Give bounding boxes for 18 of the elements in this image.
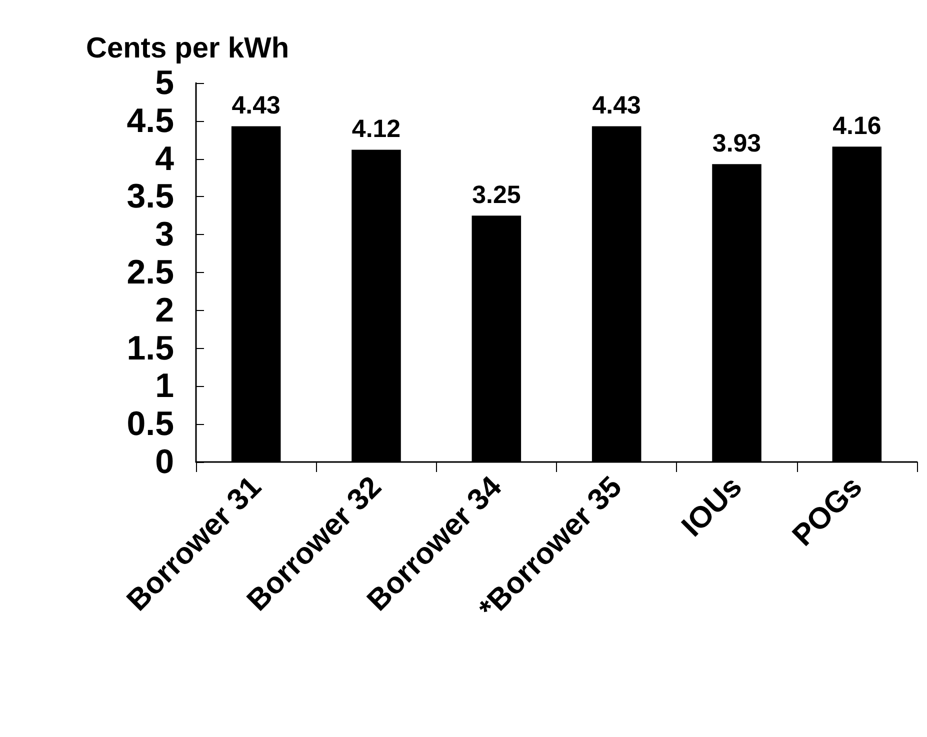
y-tick-label: 5 <box>155 64 174 102</box>
y-tick-label: 3 <box>155 216 174 254</box>
y-tick-label: 1.5 <box>126 329 174 368</box>
data-label: 3.25 <box>472 181 521 210</box>
y-tick-label: 3.5 <box>126 178 174 216</box>
data-label: 3.93 <box>712 130 762 158</box>
y-tick-label: 2.5 <box>126 254 174 292</box>
data-label: 4.16 <box>832 112 882 140</box>
y-tick-label: 4.5 <box>126 102 174 140</box>
data-label: 4.12 <box>352 115 401 144</box>
data-label: 4.43 <box>232 92 280 120</box>
y-tick-label: 2 <box>155 291 174 330</box>
y-tick-label: 0.5 <box>126 405 174 444</box>
y-tick-label: 1 <box>155 367 174 406</box>
y-tick-label: 0 <box>155 443 174 481</box>
y-axis-title: Cents per kWh <box>86 32 290 64</box>
y-tick-label: 4 <box>155 140 174 178</box>
data-label: 4.43 <box>592 92 641 120</box>
